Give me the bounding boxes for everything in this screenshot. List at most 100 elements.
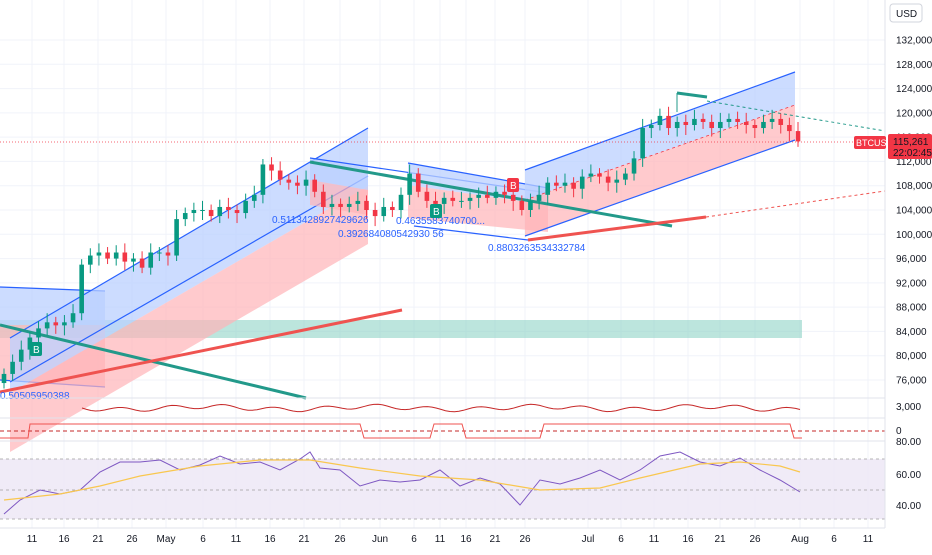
candle-body bbox=[355, 200, 361, 204]
sell-marker-1: B bbox=[507, 178, 519, 192]
candle-body bbox=[588, 173, 594, 177]
candle-body bbox=[778, 118, 784, 125]
channel-2-upper bbox=[10, 128, 368, 393]
rsi-band bbox=[0, 459, 885, 519]
channel-2-edge-bottom bbox=[9, 175, 369, 383]
time-tick-label: 11 bbox=[231, 534, 242, 545]
candle-body bbox=[631, 158, 637, 174]
candle-body bbox=[415, 173, 421, 192]
oscillator-1-line bbox=[81, 403, 801, 413]
candle-body bbox=[407, 173, 412, 195]
time-tick-label: May bbox=[157, 534, 176, 545]
time-tick-label: 21 bbox=[714, 534, 726, 545]
buy-marker-1: B bbox=[30, 342, 42, 356]
candle-body bbox=[105, 252, 110, 259]
trend-teal-dashed bbox=[706, 100, 886, 132]
candle-body bbox=[148, 252, 154, 268]
candle-body bbox=[597, 173, 602, 177]
candle-body bbox=[62, 322, 67, 326]
time-tick-label: 26 bbox=[749, 534, 761, 545]
candle-body bbox=[657, 115, 663, 125]
candle-body bbox=[174, 219, 179, 256]
candle-body bbox=[131, 258, 136, 262]
time-axis[interactable]: 11 16 21 26 May 6 11 16 21 26 Jun 6 11 16 21 26 Jul 6 11 16… bbox=[27, 534, 874, 545]
candle-body bbox=[433, 200, 438, 204]
candle-body bbox=[502, 191, 507, 195]
rsi-axis-label-80: 80.00 bbox=[896, 437, 921, 448]
candle-body bbox=[381, 206, 387, 217]
fib-label-4: 0.8803263534332784 bbox=[488, 243, 586, 254]
price-tick-label: 96,000 bbox=[896, 254, 927, 265]
candle-body bbox=[208, 210, 214, 217]
candle-body bbox=[692, 118, 697, 125]
candle-body bbox=[700, 118, 706, 122]
candle-body bbox=[251, 194, 257, 201]
price-tick-label: 80,000 bbox=[896, 351, 927, 362]
candle-body bbox=[277, 170, 283, 180]
grid bbox=[0, 0, 885, 528]
time-tick-label: Aug bbox=[791, 534, 809, 545]
last-price-badge bbox=[888, 134, 932, 159]
time-tick-label: 6 bbox=[831, 534, 837, 545]
buy-marker-2-text: B bbox=[433, 207, 440, 218]
fib-label-1: 0.5113428927429626 bbox=[272, 215, 369, 226]
time-tick-label: 11 bbox=[649, 534, 660, 545]
candle-body bbox=[217, 206, 223, 217]
price-tick-label: 104,000 bbox=[896, 206, 932, 217]
candle-body bbox=[191, 210, 197, 214]
last-price-text: 115,261 bbox=[893, 137, 929, 148]
time-tick-label: 11 bbox=[863, 534, 874, 545]
price-tick-label: 108,000 bbox=[896, 181, 932, 192]
rsi-axis-label-40: 40.00 bbox=[896, 501, 921, 512]
candle-body bbox=[372, 210, 378, 217]
candle-body bbox=[510, 194, 516, 201]
candle-body bbox=[709, 121, 714, 129]
candle-body bbox=[226, 206, 231, 210]
price-tick-label: 124,000 bbox=[896, 84, 932, 95]
candle-body bbox=[321, 191, 326, 207]
candle-body bbox=[623, 173, 628, 180]
candle-body bbox=[441, 197, 447, 204]
candle-body bbox=[243, 200, 248, 214]
channel-2-edge-top bbox=[9, 127, 369, 339]
candle-body bbox=[467, 197, 473, 201]
candle-body bbox=[614, 179, 620, 183]
price-tick-label: 120,000 bbox=[896, 108, 932, 119]
candle-body bbox=[390, 206, 395, 210]
candle-body bbox=[761, 121, 766, 129]
candle-body bbox=[234, 210, 240, 214]
price-axis[interactable]: USD 132,000128,000124,000120,000116,0001… bbox=[854, 0, 932, 528]
time-tick-label: 26 bbox=[519, 534, 531, 545]
osc2-axis-label: 0 bbox=[896, 426, 902, 437]
candle-body bbox=[769, 118, 775, 122]
trendlines bbox=[0, 91, 886, 400]
channel-2-lower bbox=[10, 186, 368, 452]
candle-body bbox=[346, 203, 352, 207]
candle-body bbox=[182, 213, 188, 220]
candle-body bbox=[450, 197, 456, 201]
channel-1-edge-top bbox=[0, 286, 106, 292]
channel-4-lower bbox=[408, 185, 548, 232]
candle-body bbox=[329, 203, 335, 207]
candle-body bbox=[648, 125, 654, 129]
rsi-axis-label-60: 60.00 bbox=[896, 470, 921, 481]
candle-body bbox=[528, 200, 533, 210]
candle-body bbox=[485, 194, 490, 198]
candle-body bbox=[70, 313, 76, 323]
candle-body bbox=[666, 115, 671, 129]
time-tick-label: 26 bbox=[334, 534, 346, 545]
fib-label-5: 0.50505950388 bbox=[0, 391, 70, 402]
currency-label: USD bbox=[896, 9, 917, 20]
price-tick-label: 84,000 bbox=[896, 327, 927, 338]
fib-label-2: 0.392684080542930 56 bbox=[338, 229, 444, 240]
trend-teal-2 bbox=[309, 160, 673, 228]
candle-body bbox=[536, 194, 542, 201]
candle-body bbox=[459, 200, 464, 202]
time-tick-label: 16 bbox=[264, 534, 276, 545]
rsi-line bbox=[3, 451, 801, 515]
candle-body bbox=[674, 121, 680, 129]
trend-red-1 bbox=[0, 308, 403, 394]
candle-body bbox=[53, 322, 59, 326]
